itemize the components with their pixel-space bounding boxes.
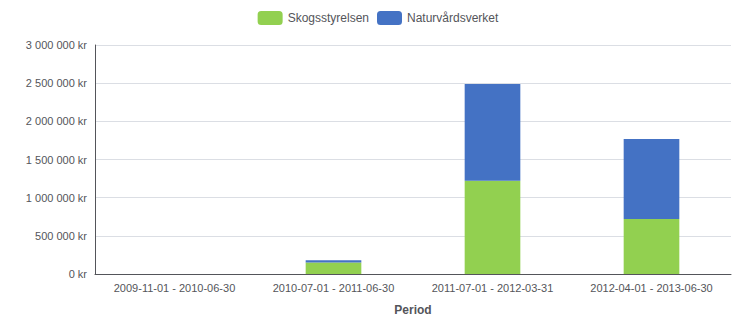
svg-text:1 500 000 kr: 1 500 000 kr (26, 154, 87, 166)
svg-text:0 kr: 0 kr (69, 268, 88, 280)
svg-text:Naturvårdsverket: Naturvårdsverket (407, 11, 499, 25)
svg-text:2012-04-01 - 2013-06-30: 2012-04-01 - 2013-06-30 (590, 282, 712, 294)
svg-text:3 000 000 kr: 3 000 000 kr (26, 39, 87, 51)
svg-text:2010-07-01 - 2011-06-30: 2010-07-01 - 2011-06-30 (273, 282, 395, 294)
svg-text:2009-11-01 - 2010-06-30: 2009-11-01 - 2010-06-30 (114, 282, 236, 294)
svg-text:Skogsstyrelsen: Skogsstyrelsen (288, 11, 369, 25)
svg-text:1 000 000 kr: 1 000 000 kr (26, 192, 87, 204)
svg-text:2 500 000 kr: 2 500 000 kr (26, 77, 87, 89)
svg-text:Period: Period (394, 303, 431, 317)
svg-text:2 000 000 kr: 2 000 000 kr (26, 115, 87, 127)
svg-text:2011-07-01 - 2012-03-31: 2011-07-01 - 2012-03-31 (432, 282, 554, 294)
svg-text:500 000 kr: 500 000 kr (35, 230, 87, 242)
